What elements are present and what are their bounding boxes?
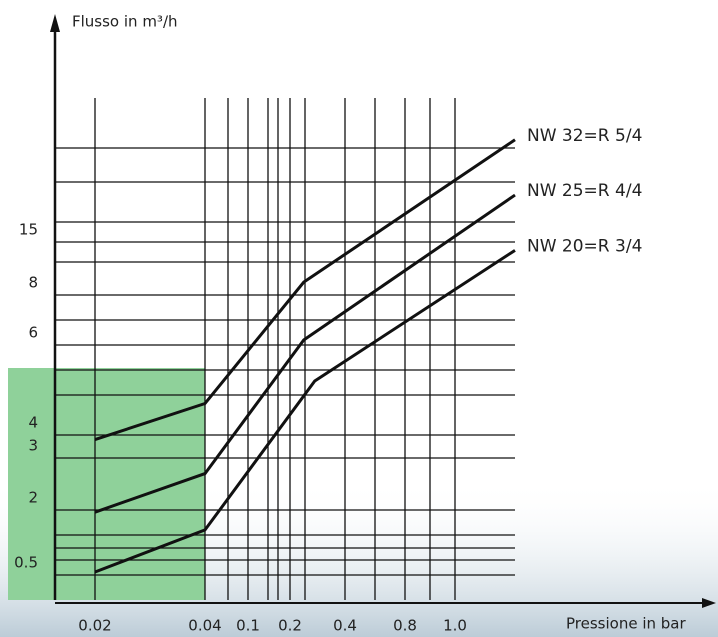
series-line	[94, 193, 516, 514]
extra-grid	[55, 98, 515, 600]
x-tick-label: 0.8	[393, 617, 417, 635]
y-tick-label: 6	[28, 324, 38, 342]
legend-label: NW 32=R 5/4	[527, 126, 642, 146]
x-tick-label: 0.4	[333, 617, 357, 635]
legend-label: NW 25=R 4/4	[527, 181, 642, 201]
y-arrow	[50, 14, 60, 32]
x-axis-label: Pressione in bar	[566, 615, 686, 633]
series-line	[94, 249, 516, 574]
y-tick-label: 4	[28, 414, 38, 432]
y-tick-label: 8	[28, 274, 38, 292]
y-tick-label: 2	[28, 489, 38, 507]
x-tick-label: 0.04	[188, 617, 221, 635]
y-tick-label: 15	[19, 221, 38, 239]
x-arrow	[702, 598, 716, 608]
x-tick-label: 0.1	[236, 617, 260, 635]
x-tick-label: 0.02	[78, 617, 111, 635]
y-tick-label: 0.5	[14, 554, 38, 572]
y-tick-label: 3	[28, 437, 38, 455]
y-axis-label: Flusso in m³/h	[72, 13, 178, 31]
series-line	[94, 138, 516, 442]
x-tick-label: 0.2	[278, 617, 302, 635]
x-tick-label: 1.0	[443, 617, 467, 635]
legend-label: NW 20=R 3/4	[527, 236, 642, 256]
